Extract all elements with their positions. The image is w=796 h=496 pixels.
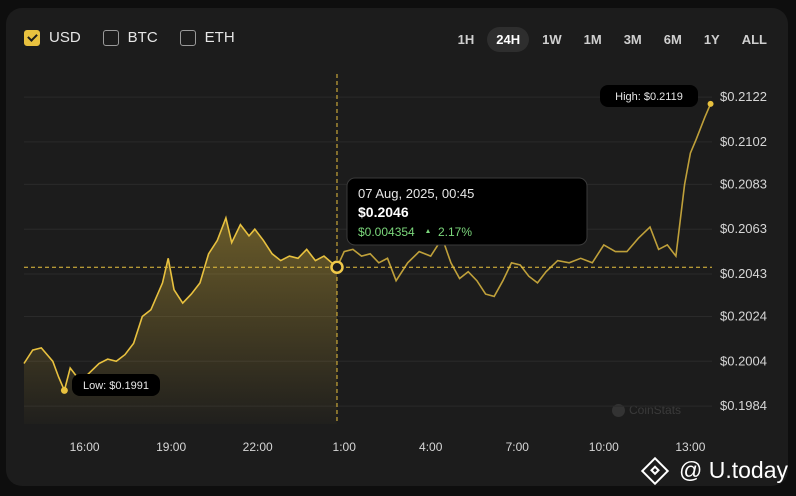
- y-tick-label: $0.2024: [720, 309, 767, 324]
- high-label-text: High: $0.2119: [615, 91, 683, 103]
- tooltip-change: $0.004354: [358, 225, 415, 239]
- utoday-watermark-text: @ U.today: [678, 457, 788, 483]
- checkbox-checked-icon: [24, 29, 40, 46]
- timeframe-1h-button[interactable]: 1H: [457, 32, 475, 47]
- x-tick-label: 7:00: [506, 440, 530, 454]
- y-tick-label: $0.2004: [720, 353, 767, 368]
- checkbox-empty-icon: [102, 29, 119, 46]
- x-tick-label: 4:00: [419, 440, 443, 454]
- timeframe-24h-button[interactable]: 24H: [487, 27, 530, 52]
- high-point: [707, 100, 714, 107]
- triangle-up-icon: [426, 229, 430, 233]
- x-tick-label: 19:00: [156, 440, 186, 454]
- tooltip-date: 07 Aug, 2025, 00:45: [358, 186, 474, 201]
- y-tick-label: $0.2102: [720, 134, 767, 149]
- hover-tooltip: 07 Aug, 2025, 00:45 $0.2046 $0.004354 2.…: [346, 177, 588, 246]
- x-axis-ticks: 16:00 19:00 22:00 1:00 4:00 7:00 10:00 13:00: [70, 440, 706, 454]
- low-point: [60, 386, 68, 394]
- timeframe-1y-button[interactable]: 1Y: [703, 32, 720, 47]
- currency-usd-checkbox[interactable]: USD: [24, 29, 81, 46]
- price-line-before-hover: [23, 215, 338, 393]
- timeframe-1w-button[interactable]: 1W: [542, 32, 562, 47]
- utoday-logo-icon: [640, 456, 670, 485]
- price-line-after-hover: [336, 103, 712, 298]
- currency-toggles: USD BTC ETH: [24, 29, 257, 46]
- y-tick-label: $0.2063: [720, 221, 767, 236]
- timeframe-6m-button[interactable]: 6M: [663, 32, 682, 47]
- coinstats-logo-icon: [612, 403, 625, 417]
- y-tick-label: $0.2083: [720, 176, 767, 191]
- x-tick-label: 22:00: [243, 440, 273, 454]
- x-tick-label: 13:00: [675, 440, 705, 454]
- timeframe-1m-button[interactable]: 1M: [583, 32, 602, 47]
- high-label: High: $0.2119: [600, 85, 698, 107]
- currency-btc-checkbox[interactable]: BTC: [102, 29, 158, 46]
- y-tick-label: $0.1984: [720, 398, 767, 413]
- currency-label: BTC: [127, 29, 158, 46]
- tooltip-change-pct: 2.17%: [438, 225, 472, 239]
- utoday-watermark: @ U.today: [640, 456, 788, 485]
- low-label: Low: $0.1991: [72, 374, 160, 396]
- x-tick-label: 10:00: [589, 440, 619, 454]
- currency-label: USD: [49, 29, 81, 46]
- tooltip-price: $0.2046: [358, 204, 409, 220]
- x-tick-label: 1:00: [333, 440, 357, 454]
- hover-area-fill: [24, 218, 337, 424]
- currency-eth-checkbox[interactable]: ETH: [179, 29, 235, 46]
- low-label-text: Low: $0.1991: [83, 380, 149, 392]
- timeframe-all-button[interactable]: ALL: [741, 32, 767, 47]
- y-tick-label: $0.2043: [720, 266, 767, 281]
- y-axis-ticks: $0.1984 $0.2004 $0.2024 $0.2043 $0.2063 $0.20…: [720, 89, 767, 413]
- timeframe-selector: 1H 24H 1W 1M 3M 6M 1Y ALL: [445, 27, 776, 52]
- y-tick-label: $0.2122: [720, 89, 767, 104]
- timeframe-3m-button[interactable]: 3M: [623, 32, 642, 47]
- hover-point: [330, 260, 344, 275]
- currency-label: ETH: [204, 29, 235, 46]
- x-tick-label: 16:00: [70, 440, 100, 454]
- checkbox-empty-icon: [179, 29, 196, 46]
